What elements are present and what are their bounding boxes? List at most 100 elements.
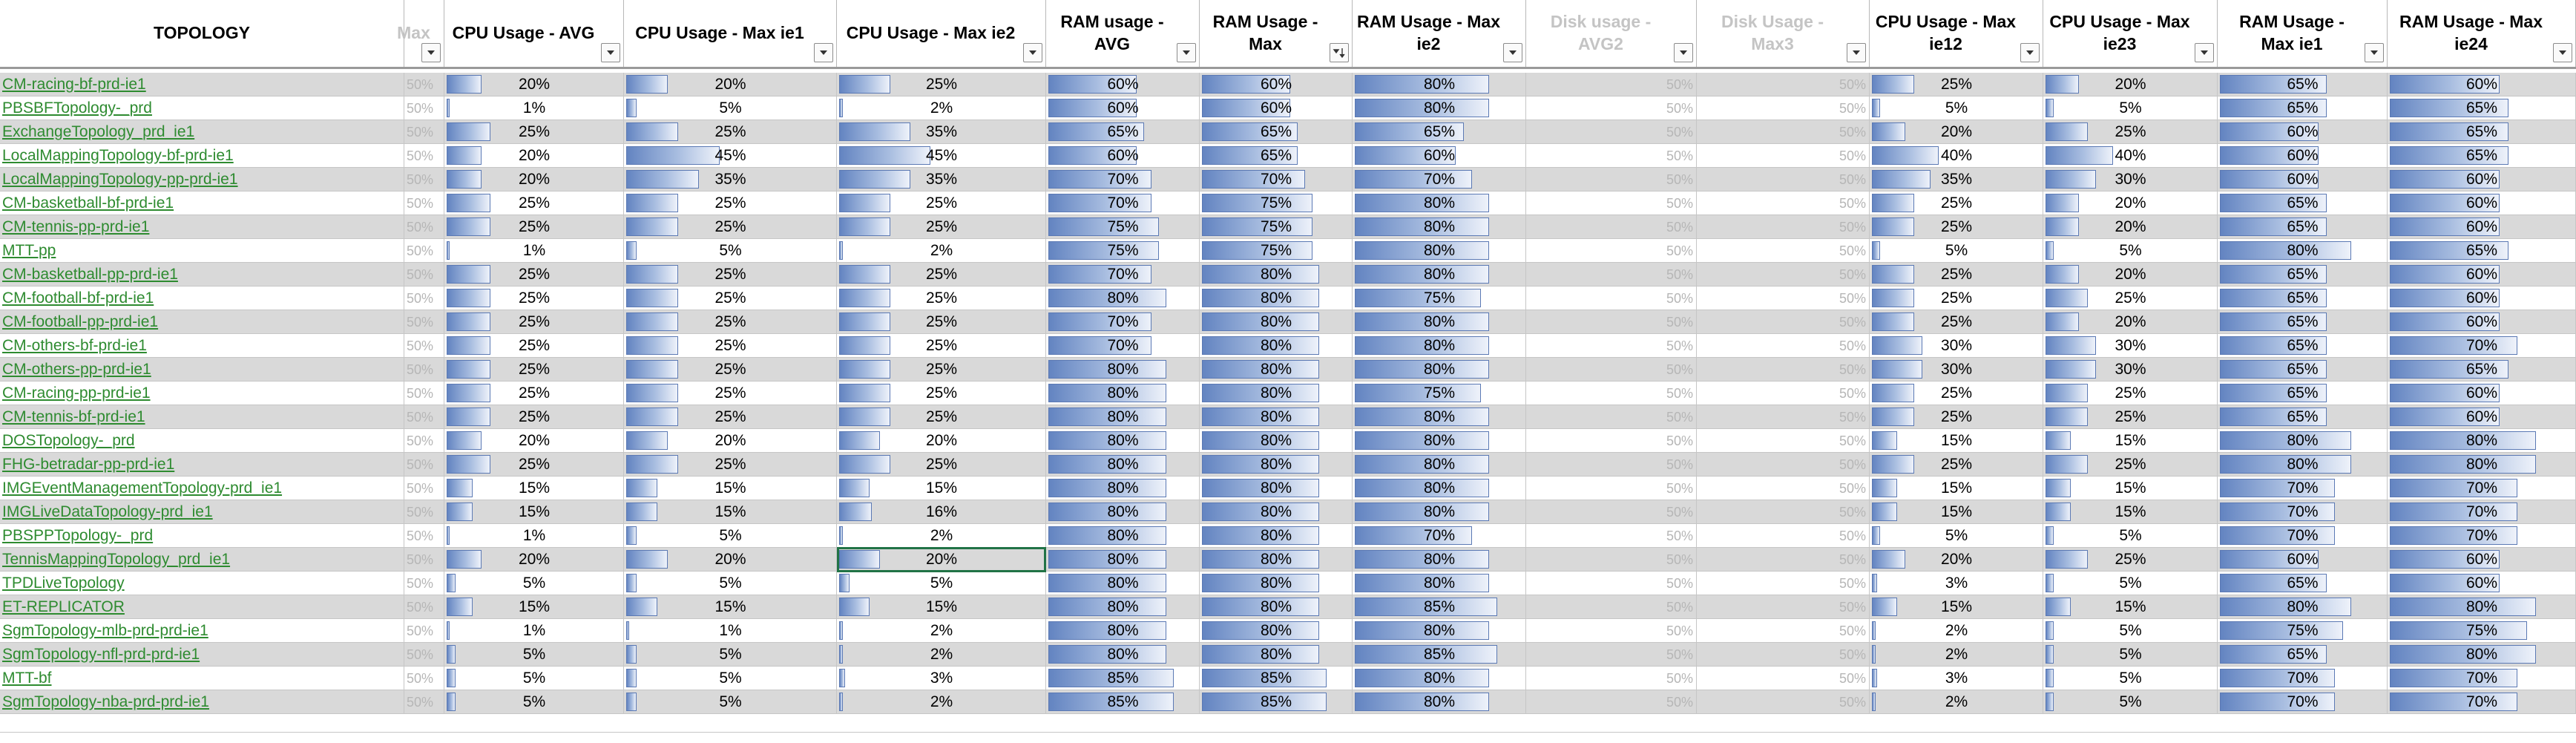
usage-cell[interactable]: 70% (2218, 524, 2388, 548)
usage-cell[interactable]: 5% (837, 572, 1046, 595)
usage-cell[interactable]: 60% (1046, 144, 1200, 168)
usage-cell[interactable]: 70% (2388, 690, 2576, 714)
usage-cell[interactable]: 25% (444, 192, 624, 215)
topology-link[interactable]: CM-football-pp-prd-ie1 (0, 310, 404, 334)
usage-cell[interactable]: 80% (2218, 239, 2388, 263)
usage-cell[interactable]: 70% (1353, 524, 1526, 548)
usage-cell[interactable]: 35% (1870, 168, 2043, 192)
disk-max-cell[interactable]: 50% (1697, 310, 1870, 334)
usage-cell[interactable]: 25% (2043, 405, 2218, 429)
hidden-max-cell[interactable]: 50% (404, 334, 444, 358)
disk-avg-cell[interactable]: 50% (1526, 192, 1697, 215)
usage-cell[interactable]: 60% (2218, 168, 2388, 192)
filter-dropdown-button[interactable] (2195, 43, 2214, 62)
topology-link[interactable]: ExchangeTopology_prd_ie1 (0, 120, 404, 144)
usage-cell[interactable]: 70% (1046, 192, 1200, 215)
usage-cell[interactable]: 60% (2388, 263, 2576, 287)
disk-avg-cell[interactable]: 50% (1526, 215, 1697, 239)
usage-cell[interactable]: 60% (1046, 73, 1200, 96)
disk-max-cell[interactable]: 50% (1697, 334, 1870, 358)
filter-dropdown-button[interactable] (2553, 43, 2572, 62)
filter-dropdown-button[interactable] (2365, 43, 2384, 62)
usage-cell[interactable]: 65% (1046, 120, 1200, 144)
topology-link[interactable]: CM-others-pp-prd-ie1 (0, 358, 404, 382)
filter-sort-button[interactable] (1330, 43, 1349, 62)
usage-cell[interactable]: 70% (2218, 667, 2388, 690)
usage-cell[interactable]: 25% (1870, 382, 2043, 405)
disk-max-cell[interactable]: 50% (1697, 405, 1870, 429)
disk-avg-cell[interactable]: 50% (1526, 120, 1697, 144)
disk-max-cell[interactable]: 50% (1697, 643, 1870, 667)
topology-link[interactable]: SgmTopology-nba-prd-prd-ie1 (0, 690, 404, 714)
disk-avg-cell[interactable]: 50% (1526, 96, 1697, 120)
usage-cell[interactable]: 70% (2388, 667, 2576, 690)
usage-cell[interactable]: 80% (1353, 239, 1526, 263)
header-ram-usage-max[interactable]: RAM Usage - Max (1200, 0, 1353, 67)
disk-max-cell[interactable]: 50% (1697, 667, 1870, 690)
usage-cell[interactable]: 16% (837, 500, 1046, 524)
disk-max-cell[interactable]: 50% (1697, 548, 1870, 572)
usage-cell[interactable]: 5% (2043, 643, 2218, 667)
usage-cell[interactable]: 25% (2043, 120, 2218, 144)
usage-cell[interactable]: 65% (2218, 215, 2388, 239)
usage-cell[interactable]: 25% (624, 358, 837, 382)
usage-cell[interactable]: 30% (2043, 334, 2218, 358)
usage-cell[interactable]: 25% (444, 310, 624, 334)
disk-avg-cell[interactable]: 50% (1526, 239, 1697, 263)
usage-cell[interactable]: 80% (1200, 405, 1353, 429)
usage-cell[interactable]: 60% (1046, 96, 1200, 120)
disk-avg-cell[interactable]: 50% (1526, 287, 1697, 310)
usage-cell[interactable]: 15% (2043, 500, 2218, 524)
disk-avg-cell[interactable]: 50% (1526, 667, 1697, 690)
usage-cell[interactable]: 2% (837, 239, 1046, 263)
usage-cell[interactable]: 80% (2218, 595, 2388, 619)
usage-cell[interactable]: 5% (2043, 619, 2218, 643)
usage-cell[interactable]: 15% (2043, 477, 2218, 500)
topology-link[interactable]: CM-others-bf-prd-ie1 (0, 334, 404, 358)
usage-cell[interactable]: 25% (624, 192, 837, 215)
usage-cell[interactable]: 75% (2388, 619, 2576, 643)
usage-cell[interactable]: 5% (2043, 239, 2218, 263)
usage-cell[interactable]: 20% (2043, 192, 2218, 215)
disk-max-cell[interactable]: 50% (1697, 192, 1870, 215)
usage-cell[interactable]: 65% (2388, 239, 2576, 263)
usage-cell[interactable]: 70% (2388, 334, 2576, 358)
usage-cell[interactable]: 15% (624, 500, 837, 524)
usage-cell[interactable]: 80% (1353, 334, 1526, 358)
header-cpu-usage-max-ie1[interactable]: CPU Usage - Max ie1 (624, 0, 837, 67)
disk-avg-cell[interactable]: 50% (1526, 453, 1697, 477)
usage-cell[interactable]: 2% (837, 619, 1046, 643)
hidden-max-cell[interactable]: 50% (404, 287, 444, 310)
usage-cell[interactable]: 2% (1870, 643, 2043, 667)
usage-cell[interactable]: 20% (2043, 310, 2218, 334)
usage-cell[interactable]: 15% (444, 477, 624, 500)
usage-cell[interactable]: 25% (2043, 453, 2218, 477)
usage-cell[interactable]: 60% (1200, 96, 1353, 120)
topology-link[interactable]: MTT-pp (0, 239, 404, 263)
usage-cell[interactable]: 85% (1200, 690, 1353, 714)
usage-cell[interactable]: 85% (1046, 690, 1200, 714)
topology-link[interactable]: ET-REPLICATOR (0, 595, 404, 619)
usage-cell[interactable]: 75% (2218, 619, 2388, 643)
usage-cell[interactable]: 25% (2043, 382, 2218, 405)
usage-cell[interactable]: 30% (1870, 358, 2043, 382)
usage-cell[interactable]: 25% (837, 405, 1046, 429)
filter-dropdown-button[interactable] (1177, 43, 1196, 62)
usage-cell[interactable]: 80% (1046, 287, 1200, 310)
topology-link[interactable]: CM-tennis-pp-prd-ie1 (0, 215, 404, 239)
usage-cell[interactable]: 80% (1353, 477, 1526, 500)
usage-cell[interactable]: 5% (1870, 239, 2043, 263)
disk-avg-cell[interactable]: 50% (1526, 548, 1697, 572)
usage-cell[interactable]: 2% (837, 690, 1046, 714)
header-max[interactable]: Max (397, 0, 444, 67)
usage-cell[interactable]: 3% (1870, 667, 2043, 690)
topology-link[interactable]: FHG-betradar-pp-prd-ie1 (0, 453, 404, 477)
usage-cell[interactable]: 80% (1353, 619, 1526, 643)
disk-avg-cell[interactable]: 50% (1526, 524, 1697, 548)
usage-cell[interactable]: 85% (1353, 643, 1526, 667)
usage-cell[interactable]: 70% (2218, 690, 2388, 714)
filter-dropdown-button[interactable] (814, 43, 833, 62)
usage-cell[interactable]: 5% (624, 690, 837, 714)
usage-cell[interactable]: 5% (624, 524, 837, 548)
